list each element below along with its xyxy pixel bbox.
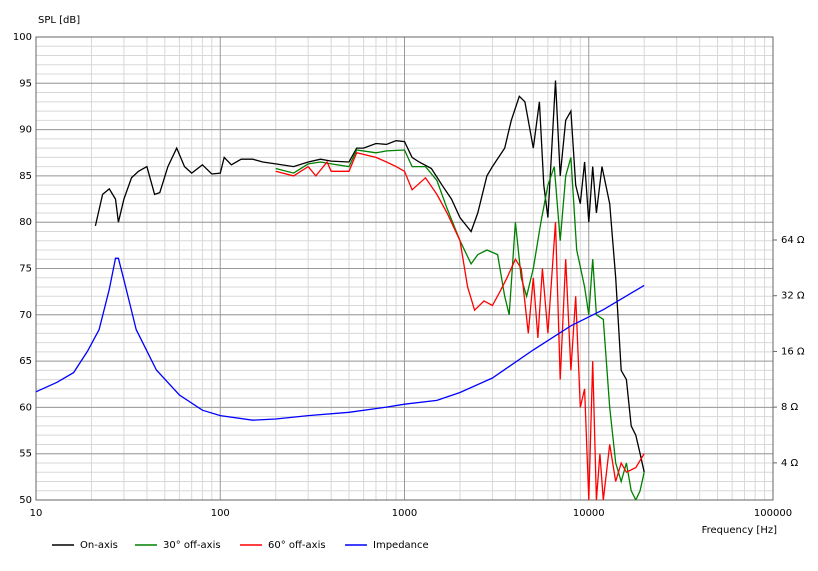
y2-tick-label: 4 Ω xyxy=(781,458,799,469)
y-tick-label: 100 xyxy=(13,32,32,43)
y-tick-label: 70 xyxy=(19,310,32,321)
y2-tick-label: 16 Ω xyxy=(781,346,805,357)
series-line xyxy=(36,257,645,421)
y-tick-label: 65 xyxy=(19,356,32,367)
x-tick-label: 10 xyxy=(30,508,43,519)
y-tick-label: 55 xyxy=(19,449,32,460)
y-tick-label: 95 xyxy=(19,78,32,89)
x-axis-label: Frequency [Hz] xyxy=(702,525,778,536)
series-line xyxy=(275,152,645,500)
y2-tick-label: 8 Ω xyxy=(781,402,799,413)
y-tick-label: 60 xyxy=(19,402,32,413)
y-tick-label: 85 xyxy=(19,171,32,182)
x-tick-label: 100 xyxy=(211,508,230,519)
plot-frame xyxy=(35,36,774,501)
legend-label: 60° off-axis xyxy=(268,540,326,551)
y-tick-label: 75 xyxy=(19,264,32,275)
y-axis-label: SPL [dB] xyxy=(38,15,80,26)
y-tick-label: 50 xyxy=(19,495,32,506)
series-line xyxy=(94,80,645,473)
x-tick-label: 10000 xyxy=(573,508,605,519)
legend-label: Impedance xyxy=(373,540,429,551)
y-tick-label: 90 xyxy=(19,125,32,136)
series-line xyxy=(275,149,645,500)
y2-tick-label: 32 Ω xyxy=(781,291,805,302)
x-tick-label: 1000 xyxy=(392,508,417,519)
x-tick-label: 100000 xyxy=(754,508,792,519)
y-tick-label: 80 xyxy=(19,217,32,228)
legend-label: 30° off-axis xyxy=(163,540,221,551)
legend-label: On-axis xyxy=(80,540,118,551)
plot-area xyxy=(36,80,645,500)
y2-tick-label: 64 Ω xyxy=(781,235,805,246)
